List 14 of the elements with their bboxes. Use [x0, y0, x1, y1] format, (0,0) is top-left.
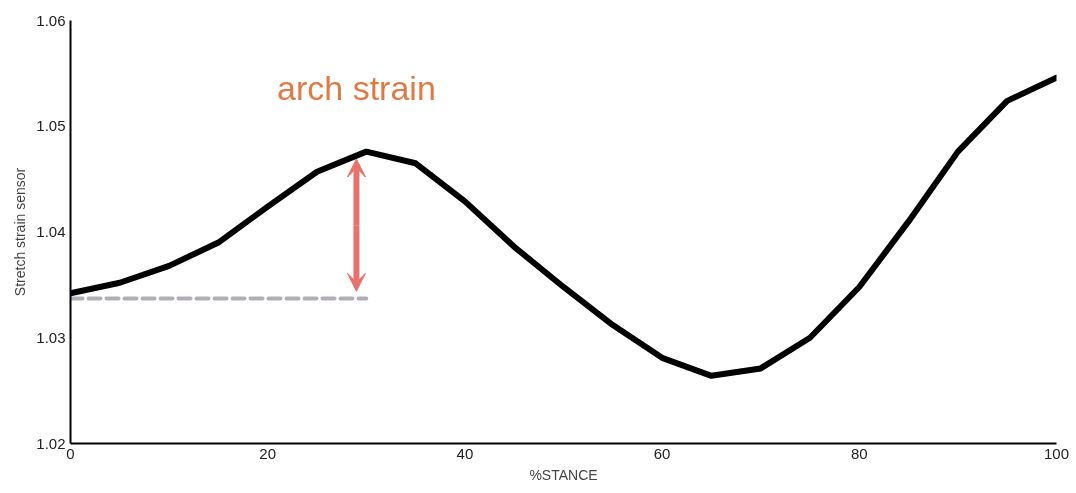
- y-tick-label: 1.04: [36, 223, 66, 240]
- x-tick-label: 0: [66, 444, 75, 462]
- y-tick-label: 1.03: [36, 328, 66, 346]
- y-axis-title: Stretch strain sensor: [12, 167, 29, 297]
- x-tick-label: 40: [456, 444, 474, 462]
- y-tick-label: 1.06: [36, 11, 66, 29]
- x-tick-label: 60: [653, 444, 671, 462]
- x-tick-label: 20: [259, 444, 277, 462]
- y-tick-label: 1.05: [36, 117, 66, 135]
- x-axis-title: %STANCE: [529, 466, 598, 483]
- y-tick-label: 1.02: [36, 434, 66, 452]
- x-tick-label: 80: [850, 444, 868, 462]
- x-tick-label: 100: [1043, 444, 1070, 462]
- annotation: arch strain: [277, 68, 436, 107]
